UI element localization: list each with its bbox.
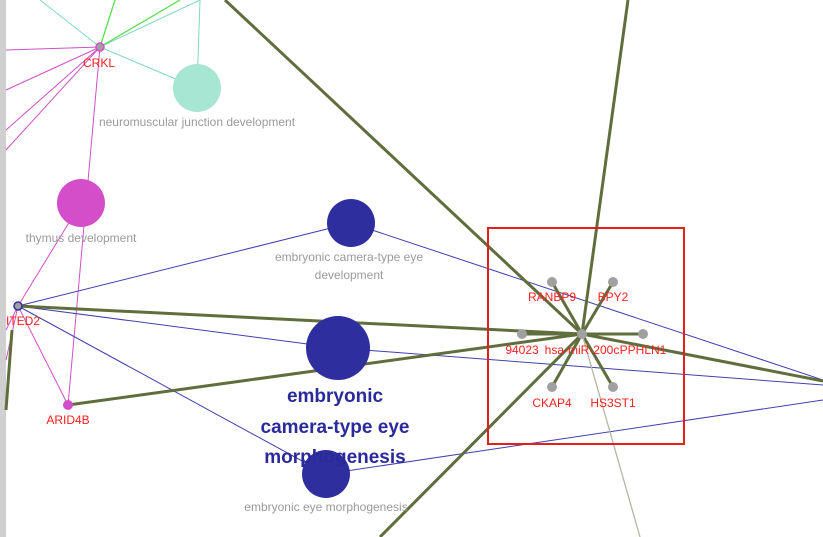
mirna-edges: [4, 0, 823, 537]
term-node-eye-development[interactable]: [327, 199, 375, 247]
gene-node-ckap4[interactable]: [547, 382, 557, 392]
gene-node-cited2[interactable]: [13, 301, 23, 311]
term-label-thymus: thymus development: [26, 231, 137, 245]
edge: [17, 305, 69, 406]
edge: [337, 347, 823, 386]
term-label-big-line3: morphogenesis: [264, 447, 405, 468]
teal-edges: [39, 0, 201, 89]
gene-node-ranbp9[interactable]: [547, 277, 557, 287]
gene-label-ckap4: CKAP4: [532, 396, 572, 410]
term-node-eye-morphogenesis-camera[interactable]: [306, 316, 370, 380]
edge: [378, 332, 584, 537]
gene-label-bpy2: BPY2: [598, 290, 629, 304]
term-node-embryonic-eye-morphogenesis[interactable]: [302, 450, 350, 498]
gene-label-arid4b: ARID4B: [46, 413, 89, 427]
gene-node-pphln1[interactable]: [638, 329, 648, 339]
edge: [99, 0, 201, 48]
gene-node-hs3st1[interactable]: [608, 382, 618, 392]
mirna-node[interactable]: [577, 329, 587, 339]
edge: [17, 305, 339, 349]
term-label-big-line1: embryonic: [287, 386, 384, 407]
edge: [580, 281, 615, 335]
gene-label-crkl: CRKL: [83, 56, 115, 70]
edge: [580, 333, 615, 388]
edge: [223, 0, 584, 336]
gene-node-94023[interactable]: [517, 329, 527, 339]
edge: [4, 329, 14, 411]
edge: [550, 333, 584, 388]
gene-label-pphln1: PPHLN1: [620, 343, 667, 357]
edge: [550, 281, 584, 335]
edge: [5, 46, 101, 131]
mirna-label: hsa-miR-200c: [545, 343, 620, 357]
gene-node-arid4b[interactable]: [63, 400, 73, 410]
term-label-big-line2: camera-type eye: [261, 417, 410, 438]
edge: [17, 222, 352, 307]
panel-border: [0, 0, 6, 537]
term-label-embryonic-eye-morphogenesis: embryonic eye morphogenesis: [244, 500, 407, 514]
term-label-neuromuscular: neuromuscular junction development: [99, 115, 296, 129]
edge: [581, 333, 641, 537]
gene-label-cited2: ITED2: [6, 314, 40, 328]
edge: [581, 332, 823, 383]
edge: [5, 46, 101, 91]
edge: [17, 304, 583, 336]
edge: [39, 0, 101, 48]
edge: [5, 46, 101, 151]
edge: [99, 0, 181, 48]
edge: [5, 46, 101, 51]
term-label-eye-development-line1: embryonic camera-type eye: [275, 250, 423, 264]
term-node-neuromuscular[interactable]: [173, 64, 221, 112]
edge: [580, 0, 630, 335]
edge: [325, 399, 823, 475]
gene-label-94023: 94023: [505, 343, 539, 357]
gene-label-hs3st1: HS3ST1: [590, 396, 636, 410]
term-node-thymus[interactable]: [57, 179, 105, 227]
gene-node-bpy2[interactable]: [608, 277, 618, 287]
gene-node-crkl[interactable]: [95, 42, 105, 52]
edge: [99, 0, 116, 48]
gene-label-ranbp9: RANBP9: [528, 290, 576, 304]
term-label-eye-development-line2: development: [315, 268, 384, 282]
selection-box[interactable]: [487, 227, 685, 445]
